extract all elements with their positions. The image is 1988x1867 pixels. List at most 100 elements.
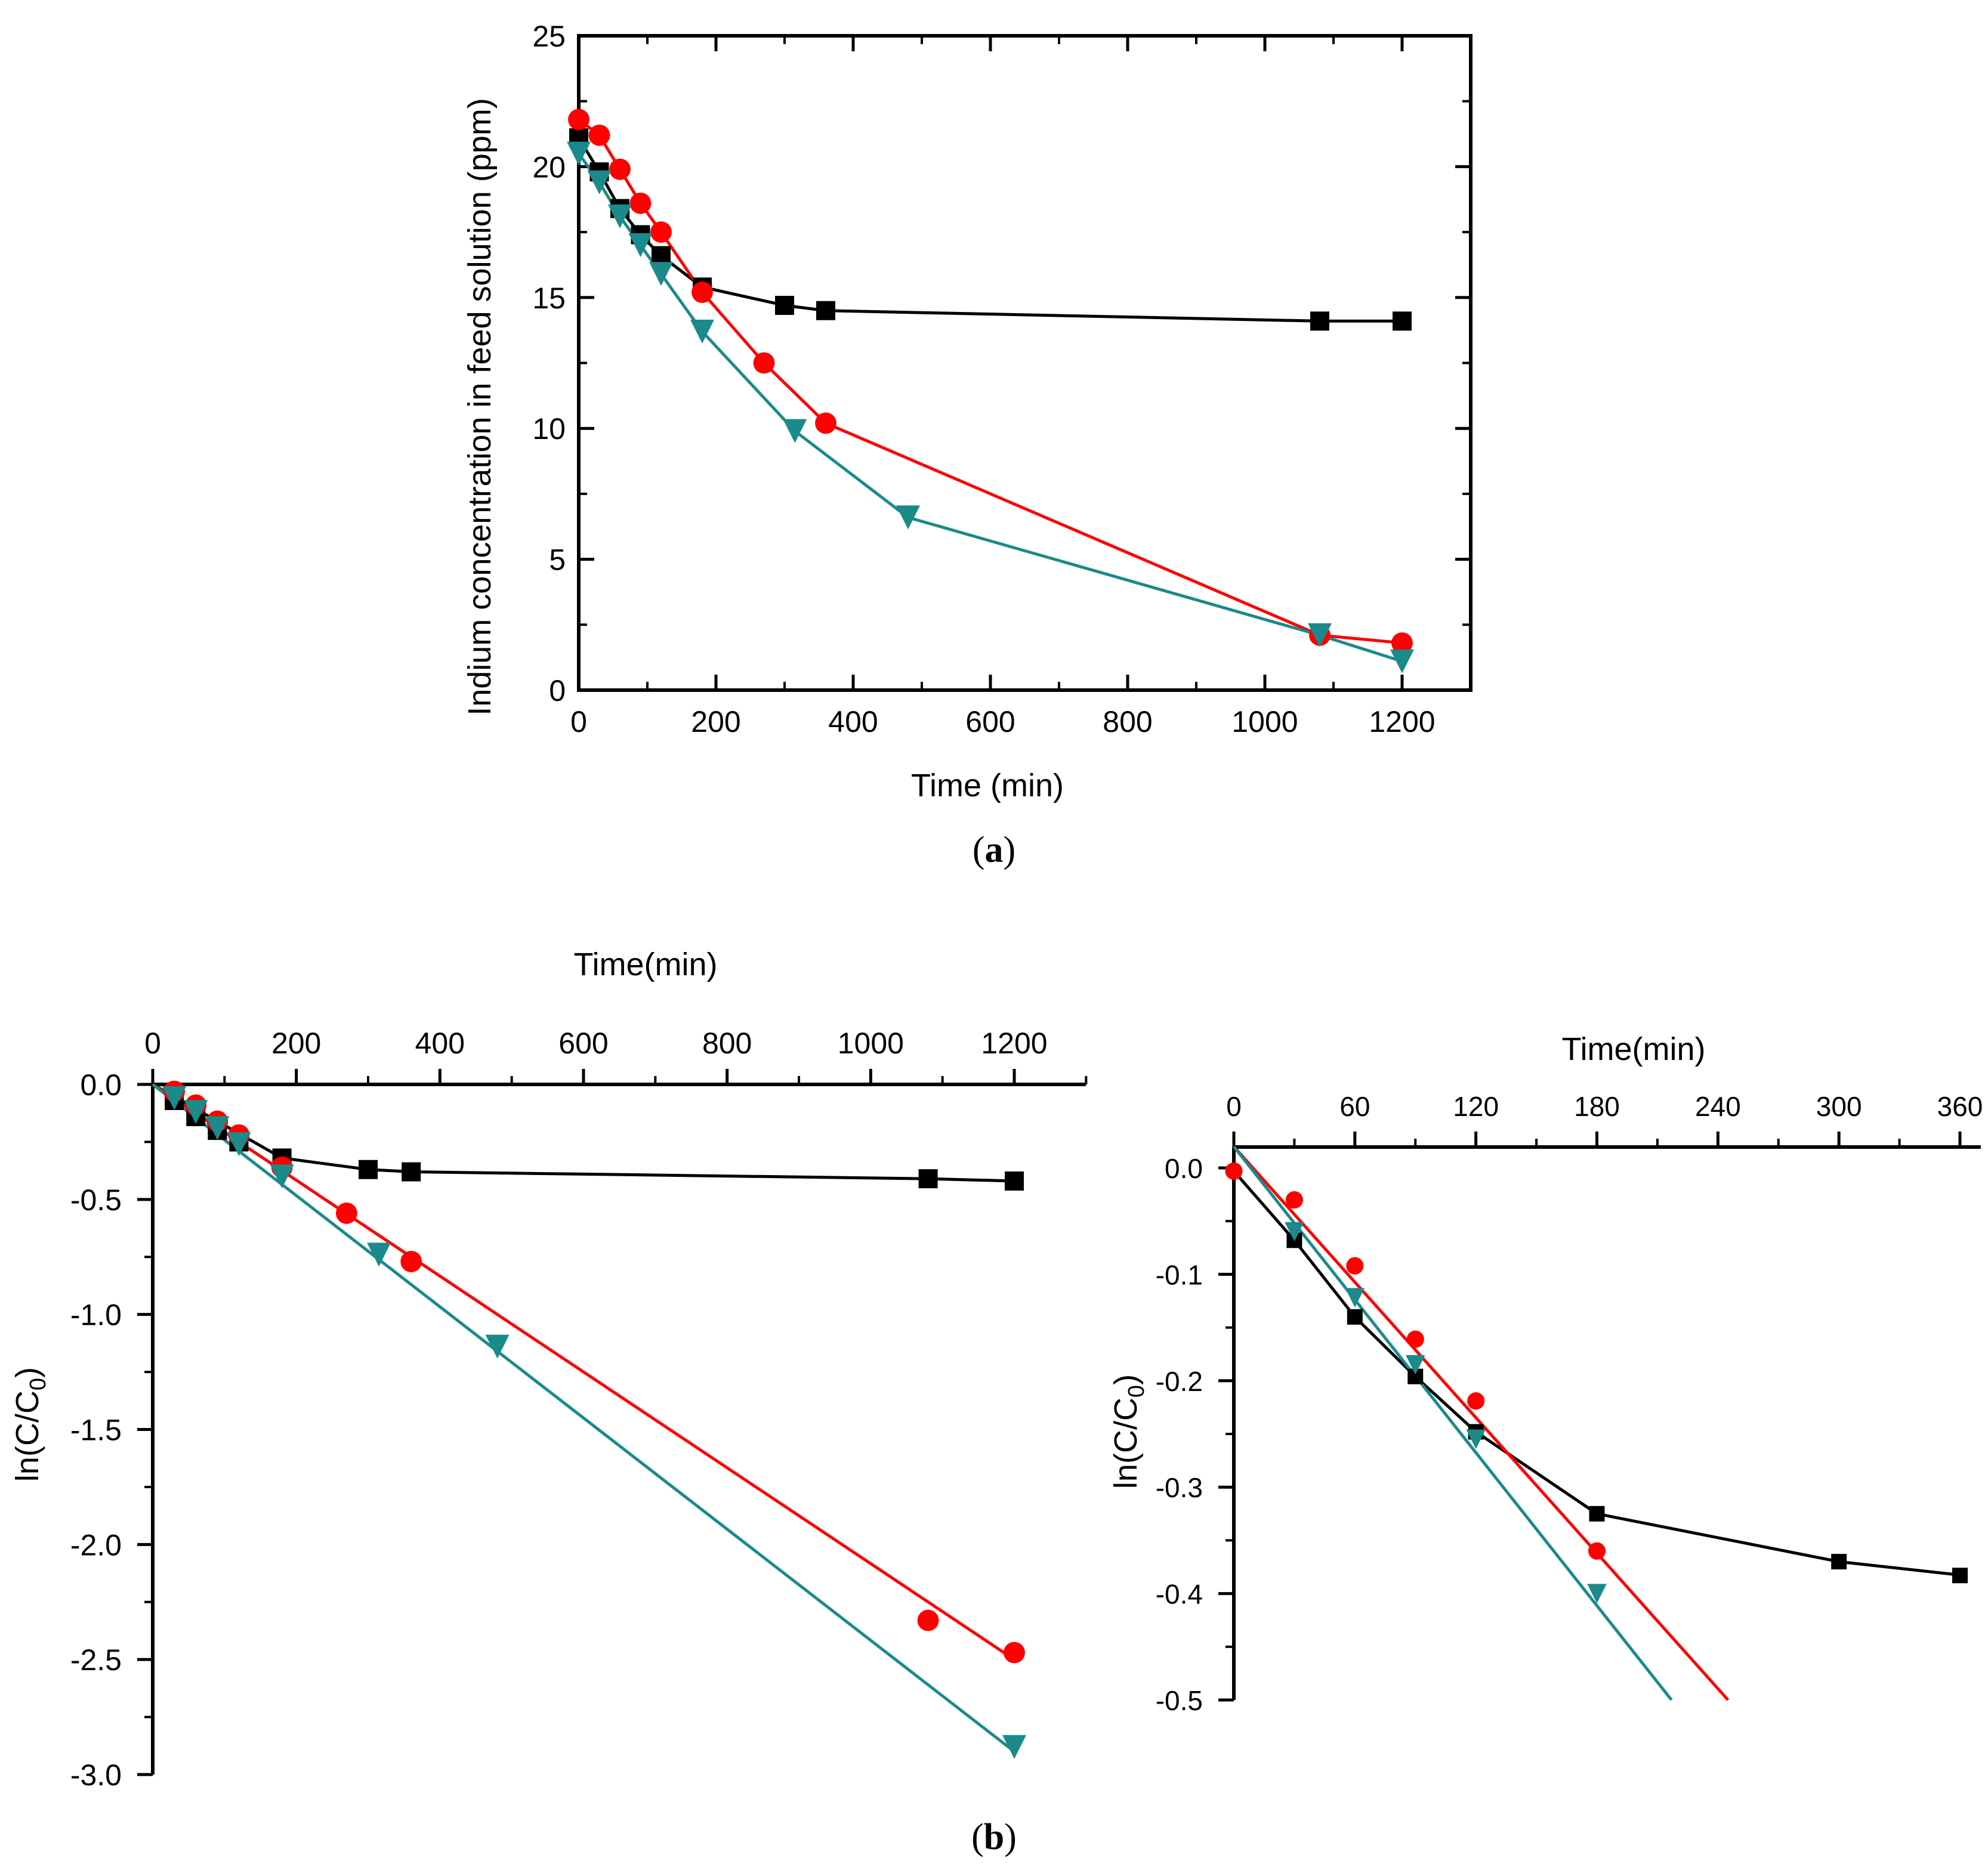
- data-point: [1952, 1568, 1968, 1584]
- data-point: [815, 412, 836, 434]
- y-tick-label: -0.2: [1156, 1366, 1203, 1397]
- y-tick-label: 5: [549, 543, 566, 577]
- data-point: [775, 295, 794, 315]
- chart-b-left-x-axis-title: Time(min): [574, 947, 718, 982]
- data-point: [1406, 1330, 1424, 1348]
- data-point: [162, 1086, 187, 1111]
- x-tick-label: 360: [1937, 1091, 1983, 1122]
- y-tick-label: -0.3: [1156, 1472, 1203, 1503]
- data-point: [1466, 1429, 1486, 1449]
- y-tick-label: -0.5: [1156, 1685, 1203, 1716]
- data-point: [335, 1203, 357, 1224]
- y-tick-label: 10: [532, 412, 566, 446]
- fit-line: [152, 1083, 1015, 1753]
- data-point: [629, 192, 652, 214]
- data-point: [1391, 632, 1413, 654]
- data-point: [917, 1609, 939, 1631]
- data-point: [608, 204, 632, 228]
- data-point: [1308, 623, 1332, 647]
- x-tick-label: 800: [702, 1027, 752, 1060]
- data-point: [1588, 1542, 1606, 1560]
- data-point: [1285, 1222, 1304, 1242]
- data-point: [359, 1160, 378, 1179]
- x-tick-label: 200: [271, 1027, 321, 1060]
- y-tick-label: -2.5: [70, 1643, 122, 1677]
- chart-a: Time (min) Indium concentration in feed …: [462, 20, 1473, 803]
- x-tick-label: 1000: [1231, 705, 1298, 738]
- x-tick-label: 0: [144, 1027, 161, 1060]
- data-point: [1393, 311, 1412, 331]
- chart-b-right: Time(min) ln(C/C0) 0 60 120 180 240 300 360 0.0…: [1108, 1031, 1983, 1716]
- fit-line: [1233, 1145, 1673, 1701]
- x-tick-label: 180: [1574, 1091, 1620, 1122]
- data-point: [753, 352, 775, 374]
- data-point: [816, 301, 835, 320]
- data-point: [205, 1116, 230, 1140]
- x-tick-label: 800: [1103, 705, 1152, 738]
- x-tick-label: 0: [1226, 1091, 1242, 1122]
- data-point: [1467, 1392, 1485, 1410]
- data-point: [628, 233, 653, 258]
- y-tick-label: -1.0: [70, 1299, 122, 1332]
- y-tick-label: 15: [532, 282, 566, 315]
- chart-a-y-axis-title: Indium concentration in feed solution (p…: [462, 98, 498, 716]
- data-point: [1345, 1288, 1365, 1307]
- x-tick-label: 400: [828, 705, 878, 738]
- x-tick-label: 120: [1453, 1091, 1499, 1122]
- fit-line: [152, 1083, 1015, 1183]
- data-point: [1310, 311, 1329, 331]
- data-point: [783, 419, 807, 443]
- y-tick-label: -2.0: [70, 1528, 122, 1562]
- data-point: [402, 1162, 421, 1182]
- data-point: [609, 158, 631, 180]
- chart-b-right-x-axis-title: Time(min): [1562, 1031, 1706, 1067]
- y-tick-label: -0.1: [1156, 1259, 1203, 1290]
- y-tick-label: 0.0: [80, 1068, 122, 1102]
- plot-frame: [577, 34, 1473, 692]
- data-point: [485, 1334, 510, 1359]
- series-line: [577, 137, 1402, 323]
- fit-line: [1233, 1170, 1965, 1577]
- data-point: [1589, 1506, 1605, 1522]
- data-point: [690, 319, 714, 344]
- x-tick-label: 1200: [981, 1027, 1047, 1060]
- data-point: [896, 505, 920, 530]
- data-point: [227, 1132, 251, 1157]
- data-point: [692, 282, 713, 303]
- data-point: [588, 124, 610, 146]
- x-tick-label: 200: [691, 705, 740, 738]
- data-point: [1347, 1309, 1363, 1325]
- data-point: [568, 109, 589, 131]
- data-point: [652, 246, 671, 265]
- data-point: [567, 141, 591, 166]
- fit-line: [152, 1083, 1015, 1661]
- data-point: [1346, 1257, 1364, 1275]
- series-line: [577, 153, 1403, 663]
- data-point: [650, 221, 672, 243]
- data-point: [649, 262, 673, 286]
- y-tick-label: 25: [532, 20, 566, 53]
- data-point: [1831, 1554, 1847, 1570]
- data-point: [1406, 1355, 1425, 1375]
- y-tick-label: 0: [549, 674, 566, 707]
- data-point: [1390, 649, 1414, 673]
- data-point: [1587, 1584, 1607, 1603]
- data-point: [587, 170, 612, 194]
- x-tick-label: 1000: [838, 1027, 904, 1060]
- x-tick-label: 300: [1816, 1091, 1862, 1122]
- x-tick-label: 600: [965, 705, 1015, 738]
- chart-b-right-y-axis-title: ln(C/C0): [1108, 1374, 1149, 1489]
- data-point: [184, 1100, 208, 1124]
- x-tick-label: 60: [1339, 1091, 1370, 1122]
- x-tick-label: 240: [1695, 1091, 1741, 1122]
- data-point: [1002, 1735, 1026, 1759]
- x-tick-label: 0: [570, 705, 587, 738]
- y-tick-label: -1.5: [70, 1414, 122, 1447]
- panel-label-a: (a): [973, 830, 1015, 870]
- fit-line: [1233, 1145, 1730, 1701]
- data-point: [270, 1164, 294, 1189]
- series-line: [578, 118, 1403, 645]
- y-tick-label: -0.5: [70, 1183, 122, 1217]
- data-point: [918, 1169, 938, 1189]
